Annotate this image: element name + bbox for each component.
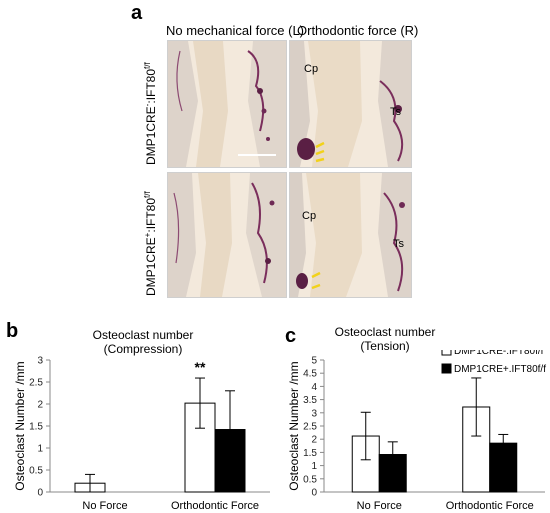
micrograph-control-orthodontic (289, 40, 412, 168)
y-tick-label: 0.5 (29, 466, 43, 477)
legend-label: DMP1CRE-.IFT80f/f (454, 350, 544, 357)
row-label-control: DMP1CRE-:IFT80f/f (143, 62, 158, 165)
cp-label-bottom: Cp (302, 210, 317, 222)
y-axis-label: Osteoclast Number /mm (13, 361, 27, 490)
chart-c-subtitle: (Tension) (360, 339, 410, 353)
y-tick-label: 5 (311, 356, 317, 367)
chart-b: 0 0.5 1 1.5 2 2.5 3 Osteoclast Number /mm No For… (13, 356, 270, 512)
panel-a-letter: a (131, 2, 143, 24)
legend-swatch (441, 363, 452, 374)
x-category-label: No Force (82, 500, 127, 512)
y-tick-label: 3 (37, 356, 43, 367)
panel-b-letter: b (6, 320, 19, 342)
micrograph-knockout-orthodontic (289, 172, 412, 298)
cp-label-top: Cp (304, 63, 319, 75)
panel-c-letter: c (285, 325, 297, 347)
column-header-right: Orthodontic force (R) (297, 23, 419, 38)
y-tick-label: 0 (311, 488, 317, 499)
micrograph-control-no-force (167, 40, 287, 168)
x-category-label: No Force (357, 500, 402, 512)
y-tick-label: 4 (311, 382, 317, 393)
x-category-label: Orthodontic Force (446, 500, 534, 512)
row-label-knockout: DMP1CRE+:IFT80f/f (143, 191, 158, 296)
y-tick-label: 4.5 (303, 369, 317, 380)
legend-label: DMP1CRE+.IFT80f/f (454, 364, 546, 375)
y-tick-label: 2.5 (29, 378, 43, 389)
y-tick-label: 3.5 (303, 395, 317, 406)
micrograph-knockout-no-force (167, 172, 287, 298)
chart-c-title-line1: Osteoclast number (334, 325, 436, 339)
chart-c-title: Osteoclast number (Tension) (330, 325, 440, 353)
y-tick-label: 2.5 (303, 422, 317, 433)
y-tick-label: 0.5 (303, 474, 317, 485)
ts-label-top: Ts (390, 106, 401, 118)
chart-b-subtitle: (Compression) (103, 342, 183, 356)
legend-swatch (441, 350, 452, 356)
y-axis-label: Osteoclast Number /mm (287, 361, 301, 490)
x-category-label: Orthodontic Force (171, 500, 259, 512)
chart-b-title: Osteoclast number (Compression) (68, 328, 218, 356)
y-tick-label: 2 (37, 400, 43, 411)
y-tick-label: 2 (311, 435, 317, 446)
chart-b-title-line1: Osteoclast number (92, 328, 194, 342)
y-tick-label: 1 (37, 444, 43, 455)
y-tick-label: 1 (311, 461, 317, 472)
column-header-left: No mechanical force (L) (166, 23, 304, 38)
ts-label-bottom: Ts (393, 238, 404, 250)
significance-annotation: ** (195, 359, 206, 375)
chart-c: 0 0.5 1 1.5 2 2.5 3 3.5 4 4.5 5 Osteoclast Number /… (287, 350, 546, 512)
y-tick-label: 3 (311, 408, 317, 419)
y-tick-label: 1.5 (303, 448, 317, 459)
y-tick-label: 0 (37, 488, 43, 499)
y-tick-label: 1.5 (29, 422, 43, 433)
